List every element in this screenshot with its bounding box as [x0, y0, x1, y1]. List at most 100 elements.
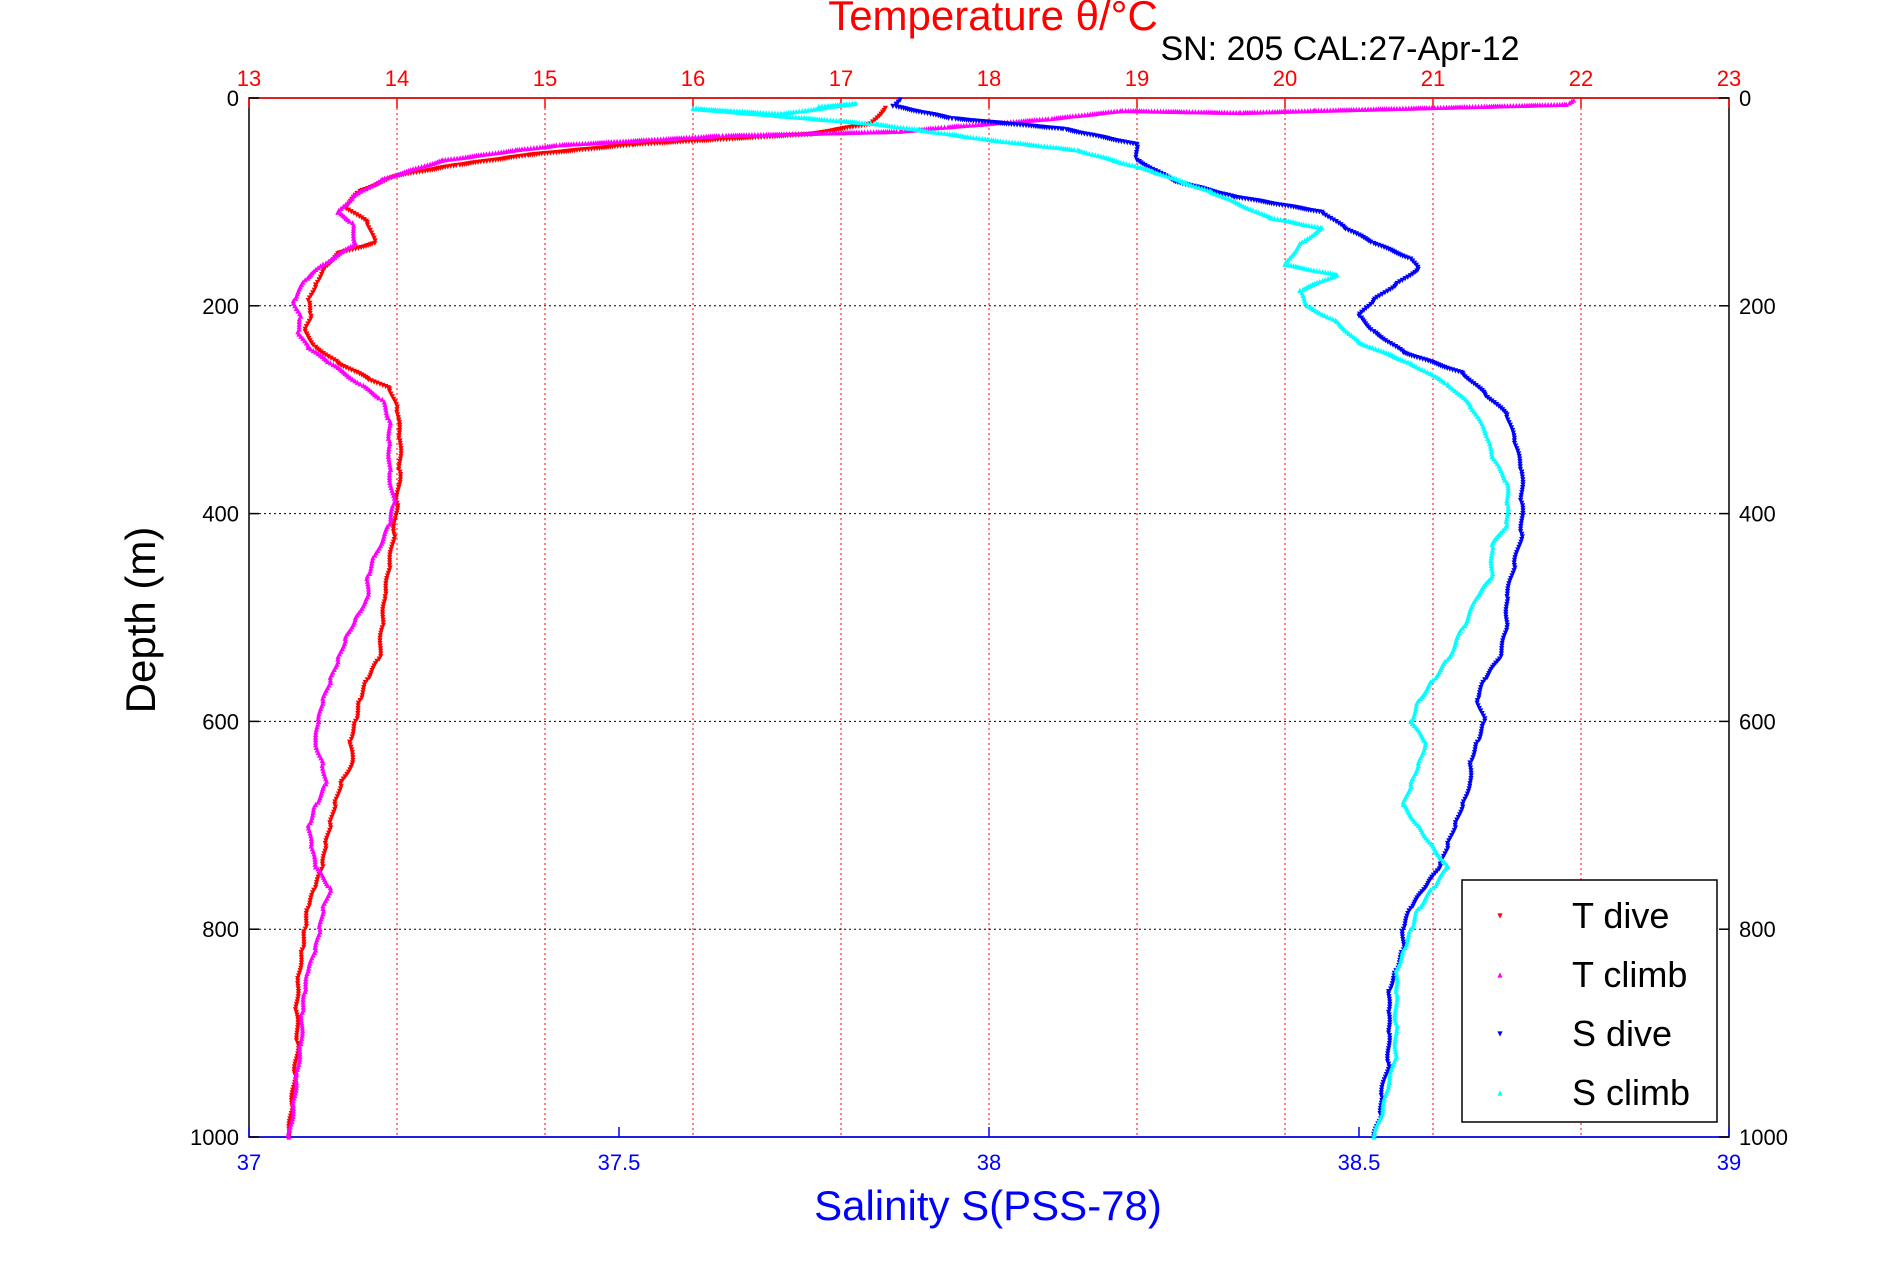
legend-entry: T dive	[1497, 895, 1669, 936]
data-point	[313, 726, 319, 732]
data-point	[1399, 949, 1405, 956]
data-point	[1253, 208, 1259, 214]
data-point	[300, 999, 306, 1005]
data-point	[388, 511, 394, 517]
data-point	[1320, 211, 1326, 217]
data-point	[313, 739, 319, 745]
data-point	[303, 983, 309, 989]
tick-label-salinity: 37.5	[598, 1150, 641, 1175]
data-point	[720, 132, 726, 139]
data-point	[310, 347, 316, 354]
data-point	[293, 1072, 299, 1078]
data-point	[1489, 547, 1496, 553]
data-point	[384, 414, 391, 421]
data-point	[945, 124, 951, 130]
data-point	[1408, 778, 1414, 784]
data-point	[1504, 521, 1510, 527]
data-point	[317, 921, 323, 927]
data-point	[313, 939, 319, 945]
data-point	[303, 978, 309, 984]
tick-label-salinity: 39	[1717, 1150, 1741, 1175]
data-point	[1322, 212, 1329, 219]
data-point	[325, 882, 331, 889]
data-point	[1490, 544, 1496, 550]
data-point	[312, 944, 318, 950]
data-point	[305, 342, 311, 348]
data-point	[1394, 994, 1400, 1000]
data-point	[1250, 207, 1256, 213]
data-point	[1386, 1082, 1392, 1088]
data-point	[308, 840, 315, 847]
data-point	[1319, 225, 1325, 231]
data-point	[312, 861, 318, 867]
data-point	[1419, 366, 1425, 373]
data-point	[1214, 192, 1221, 198]
data-point	[319, 762, 325, 769]
data-point	[1411, 916, 1418, 922]
data-point	[290, 1111, 297, 1117]
data-point	[299, 1035, 305, 1041]
data-point	[299, 1025, 306, 1031]
data-point	[1394, 999, 1400, 1005]
data-point	[302, 277, 308, 283]
data-point	[346, 207, 352, 213]
data-point	[340, 203, 346, 210]
data-point	[363, 185, 369, 192]
data-point	[1379, 291, 1385, 297]
data-point	[1385, 288, 1391, 294]
data-point	[1484, 394, 1491, 401]
data-point	[1399, 952, 1405, 958]
legend-marker	[1497, 913, 1503, 919]
data-point	[1471, 381, 1477, 387]
data-point	[311, 851, 317, 857]
data-point	[1394, 983, 1400, 989]
data-point	[335, 656, 341, 662]
data-point	[387, 440, 393, 447]
data-point	[369, 557, 375, 563]
data-point	[1423, 739, 1429, 745]
legend: T dive T climb S dive S climb	[1461, 879, 1718, 1123]
data-point	[1363, 305, 1369, 311]
data-point	[387, 438, 393, 444]
data-point	[1393, 1030, 1399, 1036]
data-point	[1374, 294, 1380, 301]
data-point	[1415, 760, 1421, 766]
legend-label: S climb	[1572, 1072, 1690, 1113]
data-point	[290, 1098, 296, 1104]
data-point	[315, 799, 321, 805]
data-point	[1371, 1134, 1377, 1140]
data-point	[1394, 991, 1400, 997]
tick-label-depth-right: 800	[1739, 917, 1776, 942]
legend-label: S dive	[1572, 1013, 1672, 1054]
data-point	[1304, 303, 1310, 309]
data-point	[317, 926, 323, 932]
data-point	[1504, 498, 1510, 504]
data-point	[1394, 975, 1400, 982]
data-point	[1126, 161, 1132, 168]
data-point	[306, 962, 312, 969]
data-point	[1442, 379, 1448, 386]
data-point	[365, 586, 372, 592]
data-point	[319, 765, 326, 771]
tick-label-depth-right: 1000	[1739, 1125, 1788, 1150]
data-point	[897, 128, 903, 134]
data-point	[1394, 1025, 1400, 1031]
data-point	[1489, 398, 1495, 404]
data-point	[421, 163, 428, 169]
data-point	[1356, 313, 1362, 319]
data-point	[1380, 1103, 1386, 1109]
data-point	[346, 218, 353, 224]
data-point	[351, 210, 357, 216]
data-point	[1505, 487, 1511, 493]
data-point	[1407, 273, 1413, 279]
data-point	[1392, 1048, 1399, 1054]
tick-label-salinity: 38	[977, 1150, 1001, 1175]
data-point	[531, 145, 537, 151]
data-point	[320, 698, 326, 704]
data-point	[1393, 1001, 1400, 1008]
data-point	[875, 121, 881, 127]
data-point	[290, 1113, 296, 1119]
data-point	[1488, 560, 1494, 566]
data-point	[296, 1059, 302, 1065]
data-point	[1369, 345, 1376, 351]
